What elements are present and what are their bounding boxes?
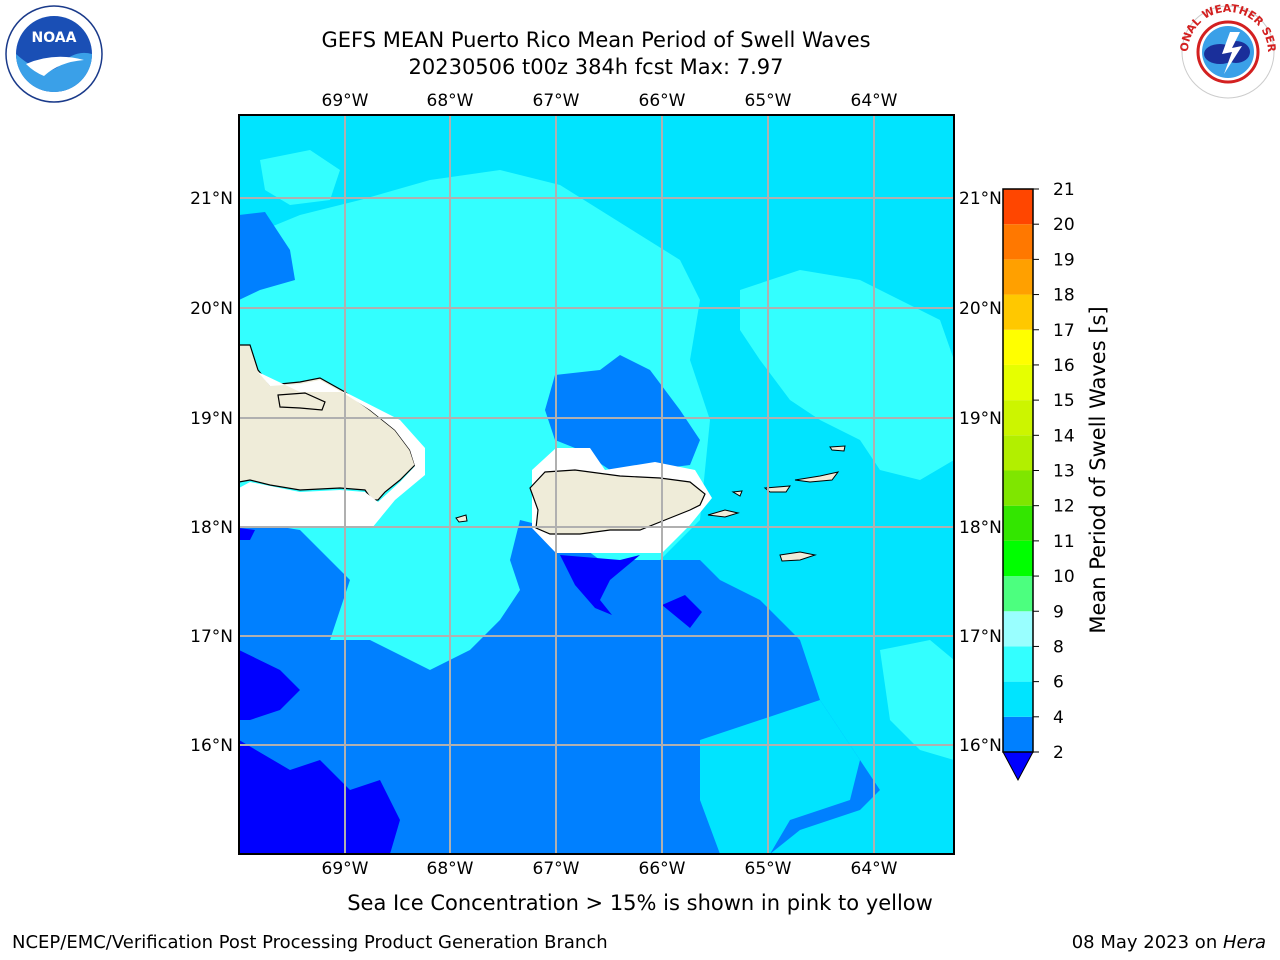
colorbar-swatch	[1003, 716, 1033, 752]
colorbar-tick-label: 18	[1053, 286, 1075, 306]
mona-island	[455, 514, 468, 523]
colorbar-swatch	[1003, 189, 1033, 225]
lat-label-right: 16°N	[959, 736, 1002, 756]
lat-label-left: 17°N	[190, 627, 233, 647]
hispaniola-north-coast	[277, 392, 326, 411]
sea-ice-caption: Sea Ice Concentration > 15% is shown in …	[347, 891, 933, 915]
st-croix-island	[779, 551, 817, 562]
colorbar-tick-label: 21	[1053, 180, 1075, 200]
colorbar-swatch	[1003, 435, 1033, 471]
lon-label-top: 65°W	[745, 91, 792, 111]
footer-date-text: 08 May 2023 on	[1071, 932, 1223, 953]
colorbar-tick-label: 15	[1053, 391, 1075, 411]
virgin-islands-2	[794, 471, 840, 483]
colorbar-tick-label: 4	[1053, 708, 1064, 728]
footer-date: 08 May 2023 on Hera	[1072, 932, 1266, 953]
lat-label-left: 20°N	[190, 299, 233, 319]
lon-label-bottom: 64°W	[851, 859, 898, 879]
colorbar-swatch	[1003, 329, 1033, 365]
colorbar-tick-label: 6	[1053, 673, 1064, 693]
culebra-island	[731, 490, 743, 497]
lon-label-bottom: 68°W	[427, 859, 474, 879]
lat-label-left: 18°N	[190, 518, 233, 538]
colorbar-tick-label: 12	[1053, 497, 1075, 517]
national-weather-service-logo: NATIONAL WEATHER SERVICE	[1178, 2, 1278, 99]
lat-label-right: 17°N	[959, 627, 1002, 647]
chart-title: GEFS MEAN Puerto Rico Mean Period of Swe…	[321, 28, 871, 52]
colorbar-tick-label: 10	[1053, 567, 1075, 587]
lon-label-top: 66°W	[639, 91, 686, 111]
lat-label-right: 19°N	[959, 409, 1002, 429]
lat-label-right: 18°N	[959, 518, 1002, 538]
colorbar-swatch	[1003, 576, 1033, 612]
colorbar-tick-label: 9	[1053, 602, 1064, 622]
colorbar-tick-label: 11	[1053, 532, 1075, 552]
ocean-under-2s-region-1	[239, 650, 300, 720]
lon-label-top: 69°W	[322, 91, 369, 111]
colorbar-tick-label: 14	[1053, 426, 1075, 446]
lon-label-top: 68°W	[427, 91, 474, 111]
noaa-logo: NOAA	[5, 5, 103, 103]
colorbar-swatch	[1003, 224, 1033, 260]
gridlines	[239, 115, 954, 854]
lat-label-left: 21°N	[190, 189, 233, 209]
map-frame	[238, 114, 955, 855]
axis-labels: 69°W 69°W 68°W 68°W 67°W 67°W 66°W 66°W 65°W 65°W…	[190, 91, 1002, 879]
lat-label-left: 19°N	[190, 409, 233, 429]
colorbar-swatch	[1003, 540, 1033, 577]
lon-label-top: 64°W	[851, 91, 898, 111]
lon-label-bottom: 69°W	[322, 859, 369, 879]
ocean-under-2s-region-4	[662, 595, 702, 628]
ocean-6-8s-region-nw	[260, 150, 340, 205]
lat-label-right: 20°N	[959, 299, 1002, 319]
footer-credit: NCEP/EMC/Verification Post Processing Pr…	[12, 932, 608, 953]
lon-label-top: 67°W	[533, 91, 580, 111]
hispaniola-land	[239, 344, 416, 501]
colorbar-under-extension	[1002, 751, 1034, 782]
noaa-logo-text: NOAA	[32, 30, 77, 46]
colorbar-swatch	[1003, 681, 1033, 717]
colorbar-swatch	[1003, 294, 1033, 330]
colorbar-swatch	[1003, 400, 1033, 436]
anegada-island	[829, 445, 846, 452]
lon-label-bottom: 67°W	[533, 859, 580, 879]
chart-subtitle: 20230506 t00z 384h fcst Max: 7.97	[408, 55, 784, 79]
colorbar-tick-label: 20	[1053, 215, 1075, 235]
lon-label-bottom: 65°W	[745, 859, 792, 879]
colorbar-swatch	[1003, 259, 1033, 295]
ocean-under-2s-region-2	[239, 740, 400, 854]
ocean-2-4s-region-nw	[239, 212, 295, 300]
lon-label-bottom: 66°W	[639, 859, 686, 879]
lat-label-left: 16°N	[190, 736, 233, 756]
colorbar-tick-label: 16	[1053, 356, 1075, 376]
vieques-island	[707, 509, 740, 518]
ocean-6-8s-region-se	[880, 640, 954, 760]
hispaniola-mask	[239, 345, 425, 528]
colorbar-tick-label: 2	[1053, 743, 1064, 763]
colorbar-swatch	[1003, 646, 1033, 682]
footer-host: Hera	[1222, 932, 1266, 953]
colorbar-tick-label: 8	[1053, 637, 1064, 657]
colorbar-title: Mean Period of Swell Waves [s]	[1086, 306, 1110, 634]
ocean-under-2s-region-3	[560, 555, 640, 615]
colorbar-swatch	[1003, 470, 1033, 506]
colorbar-tick-label: 19	[1053, 250, 1075, 270]
map-fill	[239, 115, 954, 854]
ocean-under-2s-region-5	[239, 528, 255, 540]
ocean-6-8s-region-east	[740, 270, 954, 480]
colorbar: 2 4 6 8 9 10 11 12 13 14 15 16 17 18 19 20 21	[1002, 180, 1075, 782]
colorbar-swatch	[1003, 611, 1033, 647]
colorbar-swatch	[1003, 505, 1033, 541]
colorbar-tick-label: 17	[1053, 321, 1075, 341]
ocean-4-6s-region-se-inset	[700, 700, 860, 854]
colorbar-swatch	[1003, 364, 1033, 401]
colorbar-tick-label: 13	[1053, 462, 1075, 482]
lat-label-right: 21°N	[959, 189, 1002, 209]
